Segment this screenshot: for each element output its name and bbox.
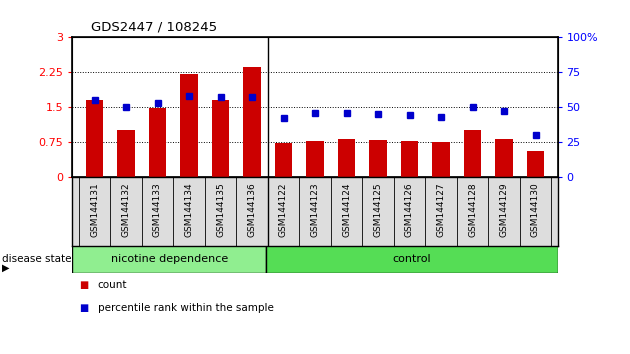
Text: GSM144122: GSM144122 bbox=[279, 183, 288, 237]
Bar bbox=[180, 74, 198, 177]
Text: GSM144134: GSM144134 bbox=[185, 183, 193, 237]
Text: GSM144124: GSM144124 bbox=[342, 183, 351, 237]
Bar bbox=[338, 139, 355, 177]
Text: percentile rank within the sample: percentile rank within the sample bbox=[98, 303, 273, 313]
Text: GSM144125: GSM144125 bbox=[374, 183, 382, 237]
Text: GDS2447 / 108245: GDS2447 / 108245 bbox=[91, 21, 217, 34]
Bar bbox=[149, 108, 166, 177]
Bar bbox=[527, 152, 544, 177]
Bar bbox=[117, 130, 135, 177]
Text: nicotine dependence: nicotine dependence bbox=[111, 254, 228, 264]
Text: ■: ■ bbox=[79, 280, 88, 290]
Bar bbox=[432, 142, 450, 177]
Text: count: count bbox=[98, 280, 127, 290]
Text: GSM144130: GSM144130 bbox=[531, 183, 540, 237]
Text: GSM144135: GSM144135 bbox=[216, 183, 225, 237]
Bar bbox=[495, 139, 513, 177]
Text: GSM144123: GSM144123 bbox=[311, 183, 319, 237]
Text: GSM144128: GSM144128 bbox=[468, 183, 477, 237]
Text: GSM144131: GSM144131 bbox=[90, 183, 99, 237]
Bar bbox=[306, 141, 324, 177]
Text: ■: ■ bbox=[79, 303, 88, 313]
Text: GSM144127: GSM144127 bbox=[437, 183, 445, 237]
Text: GSM144129: GSM144129 bbox=[500, 183, 508, 237]
FancyBboxPatch shape bbox=[266, 246, 558, 273]
Bar bbox=[86, 100, 103, 177]
Bar bbox=[275, 143, 292, 177]
Bar bbox=[212, 100, 229, 177]
Bar bbox=[243, 68, 261, 177]
Text: control: control bbox=[392, 254, 432, 264]
FancyBboxPatch shape bbox=[72, 246, 266, 273]
Text: disease state: disease state bbox=[2, 254, 71, 264]
Text: GSM144132: GSM144132 bbox=[122, 183, 130, 237]
Text: GSM144133: GSM144133 bbox=[153, 183, 162, 237]
Text: ▶: ▶ bbox=[2, 263, 9, 273]
Bar bbox=[464, 130, 481, 177]
Bar bbox=[401, 141, 418, 177]
Text: GSM144126: GSM144126 bbox=[405, 183, 414, 237]
Text: GSM144136: GSM144136 bbox=[248, 183, 256, 237]
Bar bbox=[369, 140, 387, 177]
